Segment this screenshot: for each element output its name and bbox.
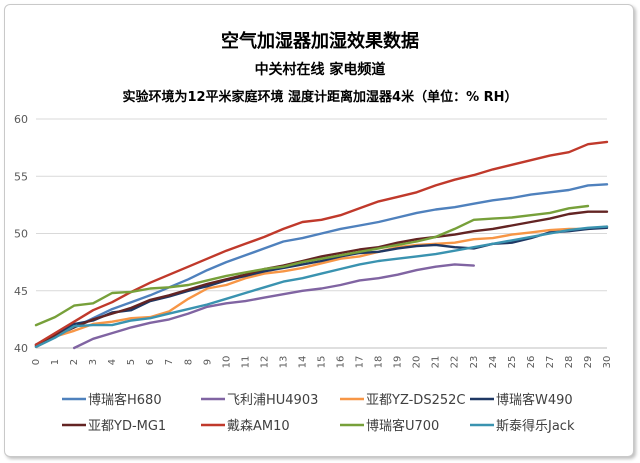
legend-label-3: 博瑞客W490 xyxy=(496,392,573,408)
x-tick-label: 16 xyxy=(336,356,347,369)
x-tick-label: 25 xyxy=(507,356,518,369)
x-tick-label: 6 xyxy=(145,359,156,365)
x-tick-label: 30 xyxy=(602,356,613,369)
x-tick-label: 20 xyxy=(412,356,423,369)
series-line-2 xyxy=(34,225,609,349)
x-tick-label: 1 xyxy=(50,359,61,365)
x-tick-label: 10 xyxy=(221,356,232,369)
legend-label-7: 斯泰得乐Jack xyxy=(496,418,575,434)
x-tick-label: 26 xyxy=(526,356,537,369)
series-line-7 xyxy=(34,225,609,349)
x-tick-label: 22 xyxy=(450,356,461,369)
x-tick-label: 28 xyxy=(564,356,575,369)
series-line-0 xyxy=(34,183,609,349)
y-tick-label: 45 xyxy=(14,285,28,298)
x-tick-label: 12 xyxy=(259,356,270,369)
x-tick-label: 27 xyxy=(545,356,556,369)
y-tick-label: 50 xyxy=(14,228,28,241)
x-tick-label: 9 xyxy=(202,359,213,365)
x-tick-label: 5 xyxy=(126,359,137,365)
x-tick-label: 11 xyxy=(240,356,251,369)
x-tick-label: 7 xyxy=(164,359,175,365)
series-line-5 xyxy=(34,140,609,346)
x-tick-label: 2 xyxy=(69,359,80,365)
legend-label-1: 飞利浦HU4903 xyxy=(227,393,318,408)
chart-subtitle-conditions: 实验环境为12平米家庭环境 湿度计距离加湿器4米（单位：% RH） xyxy=(122,90,518,105)
legend-label-0: 博瑞客H680 xyxy=(88,392,162,408)
x-tick-label: 4 xyxy=(107,359,118,365)
series-line-6 xyxy=(34,204,590,327)
chart-title: 空气加湿器加湿效果数据 xyxy=(221,31,419,52)
x-tick-label: 15 xyxy=(317,356,328,369)
chart-subtitle: 中关村在线 家电频道 xyxy=(254,62,386,78)
y-tick-label: 40 xyxy=(14,342,28,355)
legend-label-5: 戴森AM10 xyxy=(227,419,290,434)
legend-label-6: 博瑞客U700 xyxy=(366,418,439,434)
x-tick-label: 3 xyxy=(88,359,99,365)
series-line-3 xyxy=(34,226,609,346)
x-tick-label: 21 xyxy=(431,356,442,369)
y-tick-label: 55 xyxy=(14,170,28,183)
chart-frame xyxy=(4,4,634,457)
series-line-1 xyxy=(72,263,475,350)
x-tick-label: 0 xyxy=(31,359,42,365)
x-tick-label: 13 xyxy=(278,356,289,369)
legend-label-4: 亚都YD-MG1 xyxy=(88,419,166,434)
legend-label-2: 亚都YZ-DS252C xyxy=(366,393,465,408)
x-tick-label: 18 xyxy=(374,356,385,369)
x-tick-label: 24 xyxy=(488,356,499,369)
x-tick-label: 23 xyxy=(469,356,480,369)
x-tick-label: 14 xyxy=(297,356,308,369)
x-tick-label: 17 xyxy=(355,356,366,369)
series-line-4 xyxy=(34,210,609,347)
x-tick-label: 29 xyxy=(583,356,594,369)
x-tick-label: 8 xyxy=(183,359,194,365)
y-tick-label: 60 xyxy=(14,113,28,126)
x-tick-label: 19 xyxy=(393,356,404,369)
